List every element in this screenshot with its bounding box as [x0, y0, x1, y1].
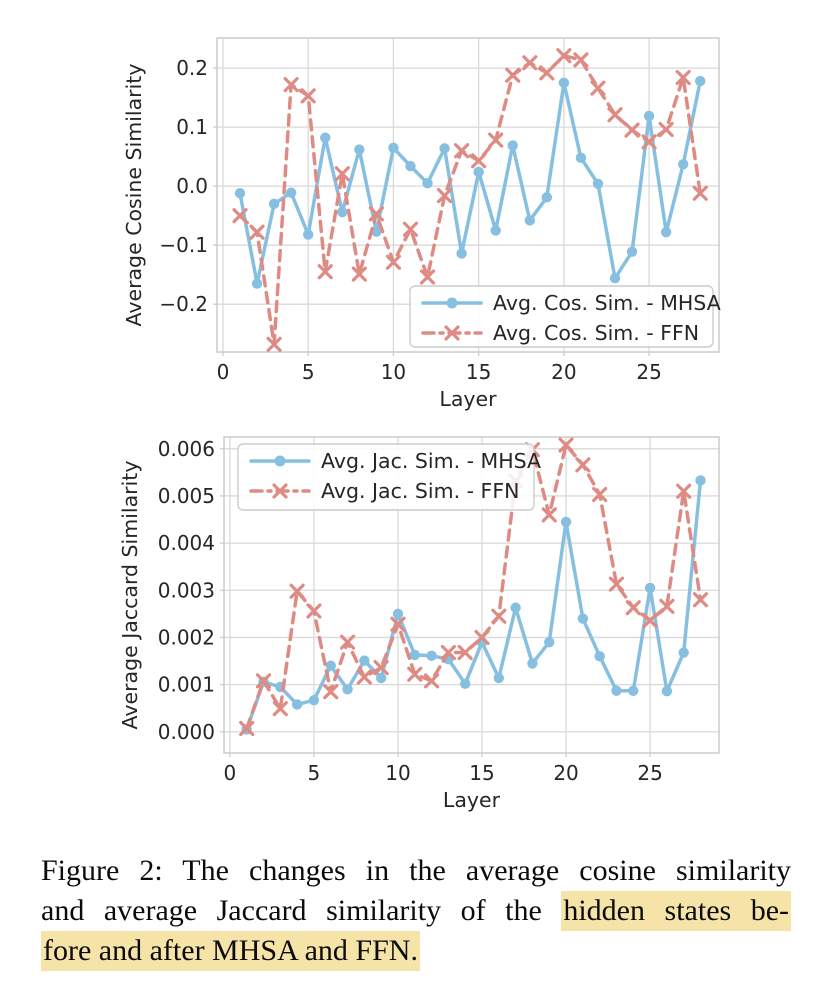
y-tick-label: 0.002: [158, 625, 215, 649]
caption-line-2: and average Jaccard similarity of the hi…: [41, 891, 792, 931]
cosine-ffn-markers: [232, 48, 708, 352]
y-tick-label: −0.1: [159, 233, 208, 257]
caption-highlight-2: fore and after MHSA and FFN.: [41, 931, 420, 971]
caption-line-1: Figure 2: The changes in the average cos…: [41, 851, 791, 891]
tick-labels: 0.2 0.1 0.0 −0.1 −0.2 0 5 10 15 20 25: [159, 56, 661, 384]
legend-entry-label: Avg. Jac. Sim. - MHSA: [321, 449, 541, 473]
caption-line-3: fore and after MHSA and FFN.: [41, 931, 791, 971]
plot-border: [223, 436, 720, 754]
x-tick-label: 20: [551, 360, 576, 384]
legend-box: [237, 443, 535, 511]
cosine-legend: Avg. Cos. Sim. - MHSA Avg. Cos. Sim. - FF…: [409, 285, 721, 348]
gridlines: [217, 38, 719, 352]
jaccard-ffn-line: [244, 443, 703, 731]
y-tick-label: 0.003: [158, 578, 215, 602]
x-tick-label: 25: [636, 360, 661, 384]
jaccard-ffn-markers: [239, 437, 709, 737]
cosine-mhsa-markers: [234, 75, 706, 289]
x-tick-label: 15: [469, 761, 494, 785]
y-tick-label: 0.006: [158, 437, 215, 461]
y-tick-label: 0.1: [176, 115, 208, 139]
caption-text-2: and average Jaccard similarity of the: [41, 894, 542, 927]
y-tick-label: 0.0: [176, 174, 208, 198]
figure-caption: Figure 2: The changes in the average cos…: [41, 851, 792, 971]
x-tick-label: 10: [385, 761, 410, 785]
x-tick-label: 5: [308, 761, 321, 785]
caption-text-1: Figure 2: The changes in the average cos…: [41, 854, 791, 887]
cosine-ffn-line: [238, 53, 702, 347]
tick-labels: 0.006 0.005 0.004 0.003 0.002 0.001 0.000 0 5 10 1…: [158, 437, 663, 785]
x-tick-label: 0: [224, 761, 237, 785]
x-axis-label: Layer: [439, 387, 497, 411]
y-tick-label: 0.004: [158, 531, 215, 555]
legend-entry-label: Avg. Jac. Sim. - FFN: [321, 479, 519, 503]
y-tick-label: 0.000: [158, 720, 215, 744]
y-tick-label: 0.2: [176, 56, 208, 80]
y-tick-label: −0.2: [159, 292, 208, 316]
jaccard-chart: 0.006 0.005 0.004 0.003 0.002 0.001 0.000 0 5 10 1…: [118, 436, 720, 812]
x-tick-label: 20: [553, 761, 578, 785]
x-axis-label: Layer: [443, 788, 501, 812]
legend-box: [409, 285, 714, 348]
x-tick-label: 15: [466, 360, 491, 384]
y-tick-label: 0.001: [158, 673, 215, 697]
legend-entry-label: Avg. Cos. Sim. - MHSA: [493, 291, 721, 315]
jaccard-legend: Avg. Jac. Sim. - MHSA Avg. Jac. Sim. - FF…: [237, 443, 541, 511]
x-tick-label: 25: [637, 761, 662, 785]
y-axis-label: Average Jaccard Similarity: [118, 461, 142, 730]
x-tick-label: 0: [217, 360, 230, 384]
cosine-chart: 0.2 0.1 0.0 −0.1 −0.2 0 5 10 15 20 25 Layer Average …: [122, 37, 721, 411]
jaccard-mhsa-line: [244, 478, 703, 732]
y-axis-label: Average Cosine Similarity: [122, 64, 146, 327]
legend-entry-label: Avg. Cos. Sim. - FFN: [493, 321, 699, 345]
x-tick-label: 5: [302, 360, 315, 384]
y-tick-label: 0.005: [158, 484, 215, 508]
figure-2-charts: 0.2 0.1 0.0 −0.1 −0.2 0 5 10 15 20 25 Layer Average …: [118, 37, 721, 812]
x-tick-label: 10: [381, 360, 406, 384]
plot-border: [216, 37, 720, 353]
caption-highlight-1: hidden states be-: [561, 891, 792, 931]
